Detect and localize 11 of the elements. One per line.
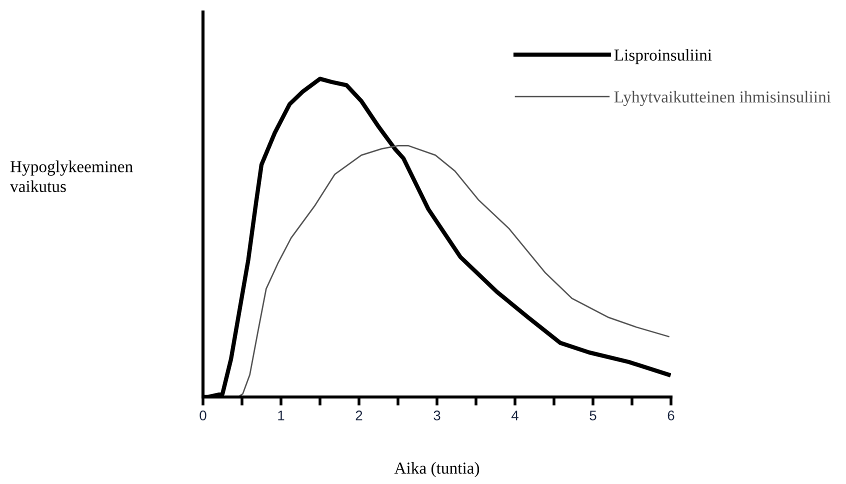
x-tick-label: 2 (356, 410, 362, 420)
x-tick-label: 1 (278, 410, 284, 420)
text: Lyhytvaikutteinen ihmisinsuliini (614, 90, 831, 106)
x-tick-label: 6 (668, 410, 674, 420)
x-tick-label: 4 (511, 410, 518, 420)
x-tick-label: 5 (590, 410, 596, 420)
text: Lisproinsuliini (614, 48, 712, 64)
y-axis-title: Hypoglykeeminen vaikutus (10, 160, 133, 192)
x-tick-label: 0 (200, 410, 206, 420)
x-tick-label: 3 (434, 410, 440, 420)
x-axis-title: Aika (tuntia) (394, 462, 480, 478)
